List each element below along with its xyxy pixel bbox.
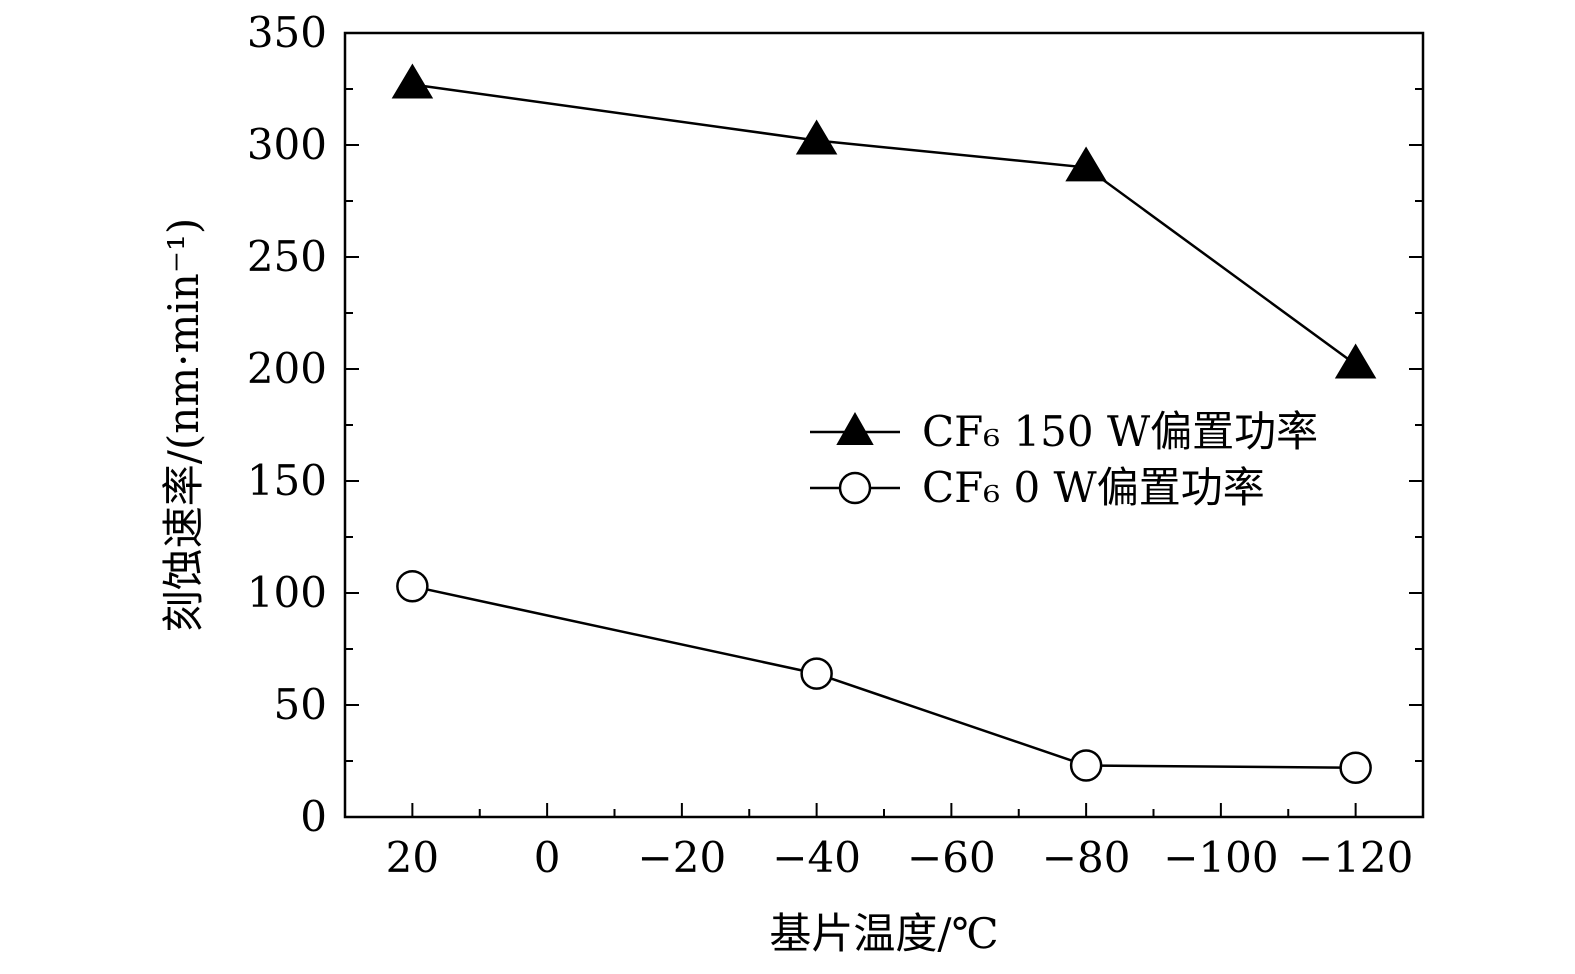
y-axis-label: 刻蚀速率/(nm·min⁻¹)	[159, 218, 208, 632]
y-tick-label: 0	[300, 792, 327, 841]
x-tick-label: −80	[1042, 833, 1131, 882]
series-markers	[391, 63, 1377, 784]
series-1-point	[396, 570, 429, 603]
series-0-line	[412, 83, 1357, 366]
series-1-point	[800, 657, 833, 690]
series-lines	[412, 83, 1357, 769]
x-axis-ticks: 20 0 −20 −40 −60 −80 −100 −120	[386, 803, 1413, 882]
legend-marker-series-0	[836, 411, 874, 445]
x-tick-label: −60	[907, 833, 996, 882]
y-tick-label: 250	[247, 232, 327, 281]
y-tick-label: 300	[247, 120, 327, 169]
y-tick-label: 200	[247, 344, 327, 393]
legend: CF₆ 150 W偏置功率 CF₆ 0 W偏置功率	[810, 407, 1318, 512]
series-1-point	[1339, 751, 1372, 784]
x-tick-label: −40	[772, 833, 861, 882]
x-tick-label: −120	[1298, 833, 1413, 882]
series-0-point	[795, 119, 838, 155]
x-tick-label: 0	[534, 833, 561, 882]
y-tick-label: 100	[247, 568, 327, 617]
x-tick-label: 20	[386, 833, 439, 882]
legend-marker-series-1	[838, 471, 872, 505]
x-tick-label: −20	[638, 833, 727, 882]
series-0-point	[1334, 343, 1377, 379]
series-1-point	[1069, 749, 1103, 782]
y-tick-label: 350	[247, 8, 327, 57]
x-axis-label: 基片温度/℃	[769, 909, 998, 958]
series-1-line	[412, 585, 1356, 769]
series-0-point	[391, 63, 434, 99]
x-tick-label: −100	[1163, 833, 1278, 882]
legend-label-series-0: CF₆ 150 W偏置功率	[922, 407, 1318, 456]
y-axis-ticks: 0 50 100 150 200 250 300 350	[247, 8, 1423, 841]
legend-label-series-1: CF₆ 0 W偏置功率	[922, 463, 1265, 512]
minor-ticks	[345, 88, 1423, 817]
y-tick-label: 50	[274, 680, 327, 729]
series-0-point	[1065, 146, 1107, 182]
y-tick-label: 150	[247, 456, 327, 505]
